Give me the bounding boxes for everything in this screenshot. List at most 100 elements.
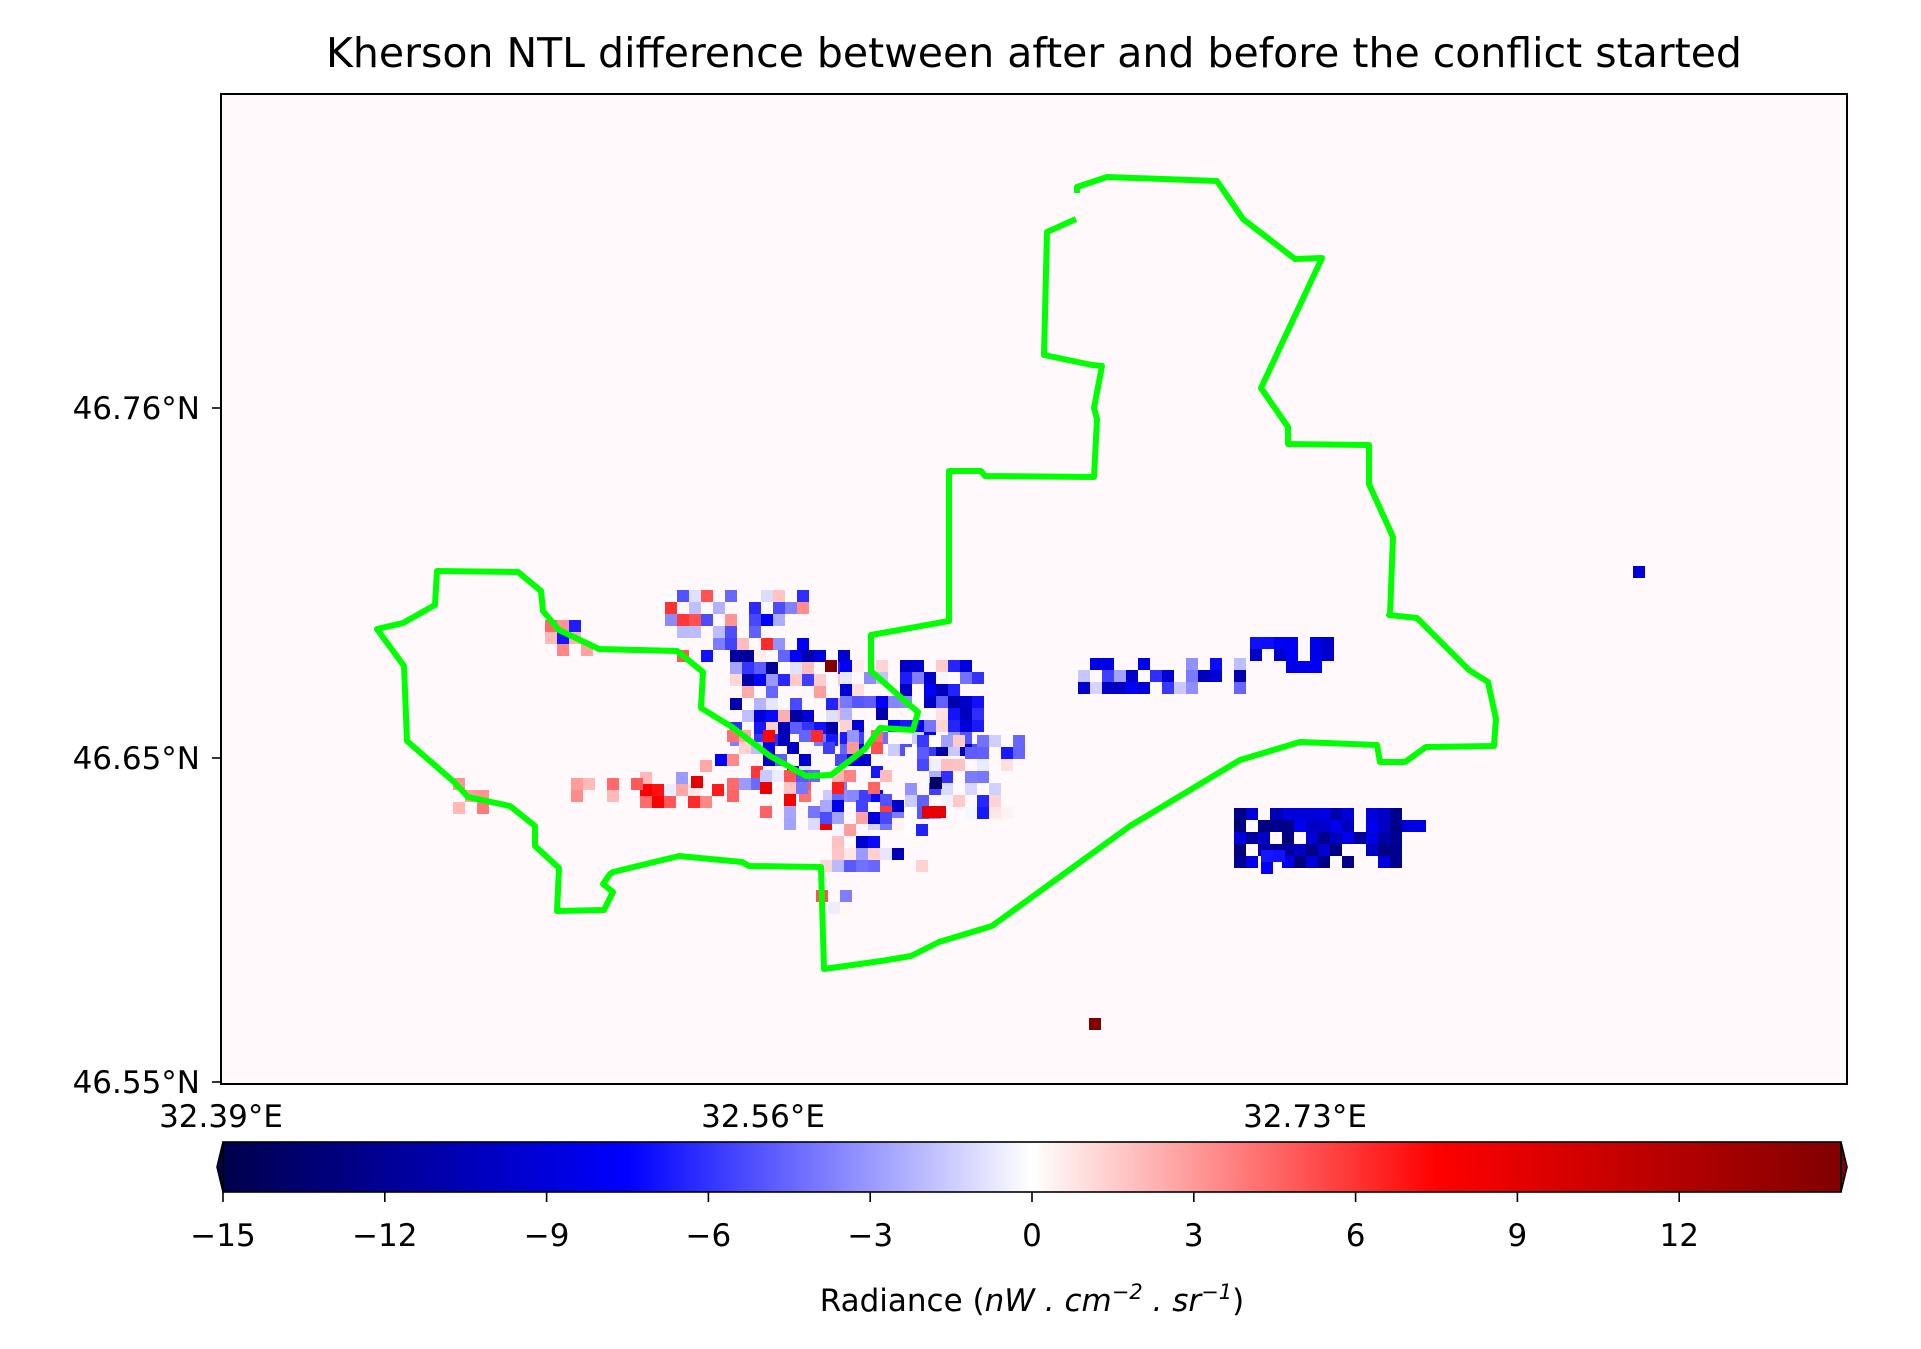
radiance-pixel (677, 614, 689, 626)
radiance-pixel (808, 818, 820, 830)
radiance-pixel (856, 800, 868, 812)
radiance-pixel (864, 696, 876, 708)
radiance-pixel (965, 783, 977, 795)
colorbar-tick-label: 12 (1659, 1218, 1698, 1254)
radiance-pixel (1001, 807, 1013, 819)
radiance-pixel (1378, 820, 1390, 832)
radiance-pixel (832, 782, 844, 794)
colorbar-tick-label: 3 (1184, 1218, 1204, 1254)
radiance-pixel (1246, 856, 1258, 868)
radiance-pixel (880, 812, 892, 824)
radiance-pixel (1234, 832, 1246, 844)
radiance-pixel (876, 708, 888, 720)
radiance-pixel (826, 698, 838, 710)
radiance-pixel (977, 807, 989, 819)
map-background (221, 94, 1847, 1084)
radiance-pixel (840, 890, 852, 902)
radiance-pixel (1310, 649, 1322, 661)
radiance-pixel (934, 806, 946, 818)
radiance-pixel (1234, 844, 1246, 856)
radiance-pixel (989, 783, 1001, 795)
radiance-pixel (960, 672, 972, 684)
radiance-pixel (832, 800, 844, 812)
radiance-pixel (713, 638, 725, 650)
radiance-pixel (924, 696, 936, 708)
radiance-pixel (847, 742, 859, 754)
radiance-pixel (948, 696, 960, 708)
radiance-pixel (790, 710, 802, 722)
radiance-pixel (1306, 832, 1318, 844)
radiance-pixel (1273, 850, 1285, 862)
kherson-boundary (374, 174, 1499, 972)
radiance-pixel (941, 771, 953, 783)
radiance-pixel (936, 672, 948, 684)
radiance-pixel (1318, 856, 1330, 868)
radiance-pixel (905, 783, 917, 795)
radiance-pixel (1318, 820, 1330, 832)
radiance-pixel (1306, 808, 1318, 820)
radiance-pixel (892, 800, 904, 812)
radiance-pixel (844, 770, 856, 782)
radiance-pixel (1306, 856, 1318, 868)
radiance-pixel (852, 660, 864, 672)
radiance-pixel (730, 662, 742, 674)
radiance-pixel (880, 770, 892, 782)
radiance-pixel (948, 660, 960, 672)
radiance-pixel (787, 742, 799, 754)
radiance-pixel (1342, 808, 1354, 820)
radiance-pixel (1366, 808, 1378, 820)
radiance-pixel (1089, 1018, 1101, 1030)
radiance-pixel (802, 650, 814, 662)
radiance-pixel (900, 672, 912, 684)
radiance-pixel (1234, 820, 1246, 832)
radiance-pixel (876, 696, 888, 708)
radiance-pixel (730, 698, 742, 710)
radiance-pixel (1282, 820, 1294, 832)
radiance-pixel (1330, 808, 1342, 820)
radiance-pixel (742, 650, 754, 662)
radiance-pixel (1342, 832, 1354, 844)
radiance-pixel (888, 744, 900, 756)
radiance-pixel (688, 796, 700, 808)
radiance-pixel (727, 778, 739, 790)
radiance-pixel (754, 710, 766, 722)
radiance-pixel (844, 824, 856, 836)
radiance-pixel (960, 708, 972, 720)
radiance-pixel (773, 590, 785, 602)
radiance-pixel (727, 754, 739, 766)
radiance-pixel (814, 650, 826, 662)
radiance-pixel (749, 602, 761, 614)
radiance-pixel (880, 794, 892, 806)
radiance-pixel (917, 747, 929, 759)
radiance-pixel (1162, 670, 1174, 682)
radiance-pixel (814, 686, 826, 698)
radiance-pixel (700, 760, 712, 772)
radiance-pixel (948, 684, 960, 696)
radiance-pixel (790, 662, 802, 674)
radiance-pixel (820, 800, 832, 812)
radiance-pixel (689, 614, 701, 626)
radiance-pixel (665, 602, 677, 614)
radiance-pixel (1322, 637, 1334, 649)
radiance-pixel (1286, 661, 1298, 673)
radiance-pixel (930, 777, 942, 789)
radiance-pixel (1186, 670, 1198, 682)
radiance-pixel (1126, 670, 1138, 682)
radiance-pixel (965, 807, 977, 819)
radiance-pixel (917, 759, 929, 771)
radiance-pixel (892, 848, 904, 860)
radiance-pixel (772, 770, 784, 782)
radiance-pixel (766, 710, 778, 722)
radiance-pixel (1250, 649, 1262, 661)
radiance-pixel (823, 742, 835, 754)
radiance-pixel (700, 796, 712, 808)
colorbar-tick-label: −9 (524, 1218, 570, 1254)
radiance-pixel (1162, 682, 1174, 694)
radiance-pixel (571, 778, 583, 790)
radiance-pixel (802, 674, 814, 686)
radiance-pixel (790, 650, 802, 662)
radiance-pixel (754, 650, 766, 662)
radiance-pixel (1261, 862, 1273, 874)
radiance-pixel (725, 590, 737, 602)
radiance-pixel (778, 710, 790, 722)
